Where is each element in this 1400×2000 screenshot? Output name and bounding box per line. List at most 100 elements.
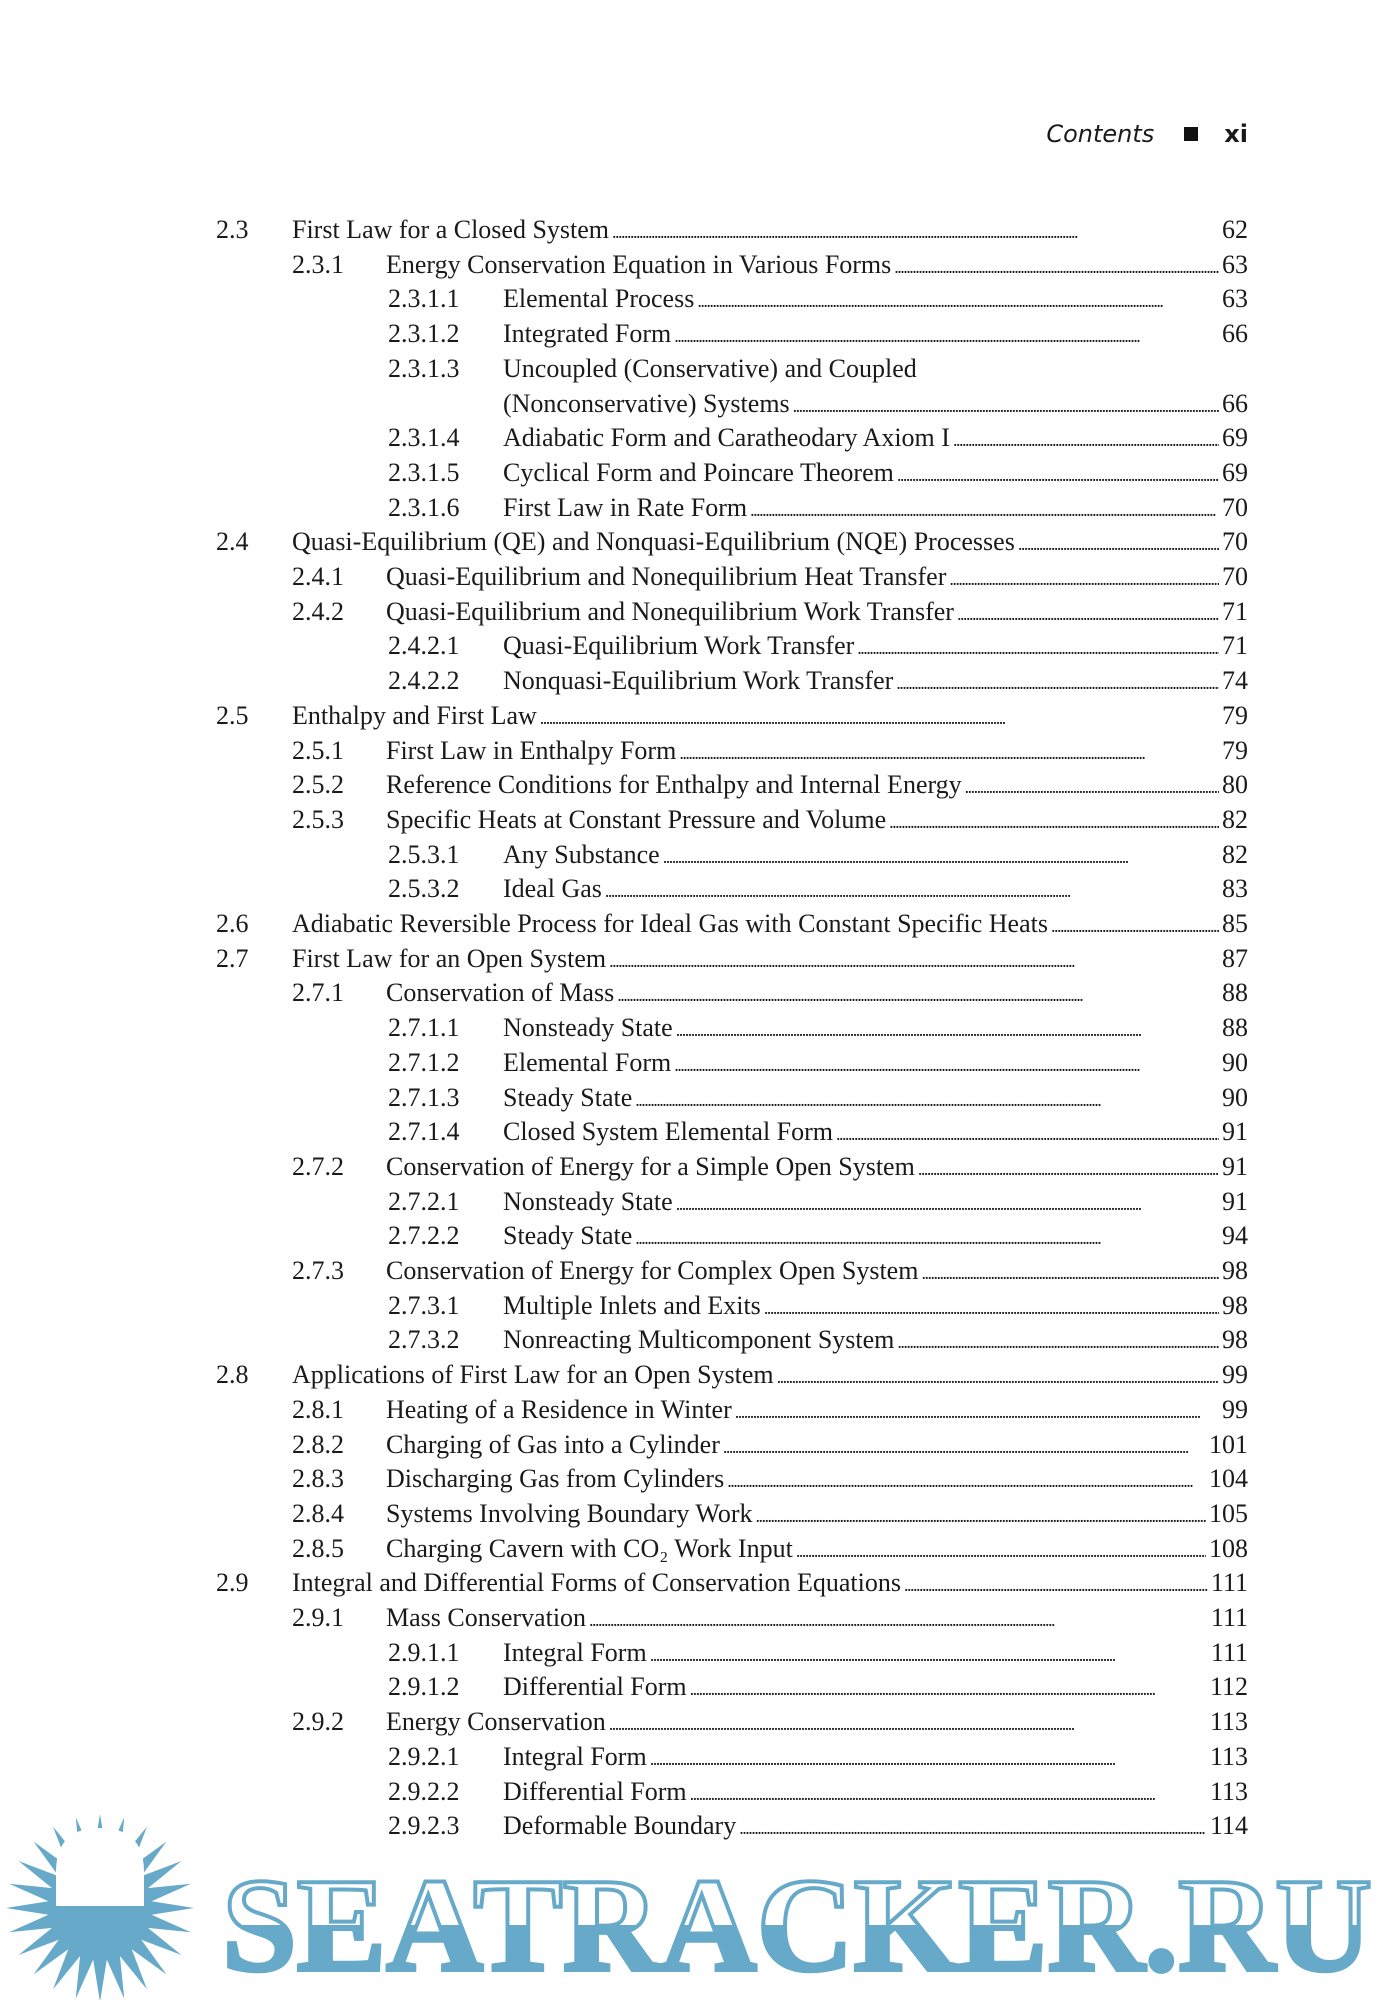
toc-entry[interactable]: 2.7.2.1 Nonsteady State 91 xyxy=(388,1185,1248,1219)
toc-entry-number: 2.7.2.1 xyxy=(388,1186,460,1216)
dot-leader xyxy=(679,734,1219,768)
toc-entry-page: 111 xyxy=(1210,1568,1248,1598)
toc-entry[interactable]: 2.7.1.2 Elemental Form 90 xyxy=(388,1046,1248,1080)
dot-leader xyxy=(727,1462,1206,1496)
toc-entry-title: First Law in Rate Form xyxy=(503,492,748,522)
toc-entry[interactable]: 2.5.2 Reference Conditions for Enthalpy a… xyxy=(292,768,1248,802)
toc-entry[interactable]: 2.3.1.1 Elemental Process 63 xyxy=(388,282,1248,316)
toc-entry[interactable]: 2.9.1.2 Differential Form 112 xyxy=(388,1670,1248,1704)
toc-entry-title: Conservation of Mass xyxy=(386,978,615,1008)
toc-entry-number: 2.8 xyxy=(216,1360,249,1390)
dot-leader xyxy=(796,1532,1206,1566)
toc-entry[interactable]: 2.3.1.3 Uncoupled (Conservative) and Coup… xyxy=(388,352,917,386)
toc-entry[interactable]: 2.7.3 Conservation of Energy for Complex … xyxy=(292,1254,1248,1288)
toc-entry-number: 2.7.1.2 xyxy=(388,1047,460,1077)
toc-entry[interactable]: 2.8.5 Charging Cavern with CO₂ Work Input… xyxy=(292,1532,1248,1566)
toc-entry-page: 70 xyxy=(1222,562,1248,591)
toc-entry-number: 2.5.2 xyxy=(292,770,344,800)
watermark-logo: SEATRACKER.RU xyxy=(6,1814,1374,2000)
dot-leader xyxy=(676,1185,1219,1219)
toc-entry-title: Nonreacting Multicomponent System xyxy=(503,1325,895,1355)
dot-leader xyxy=(777,1358,1219,1392)
toc-entry[interactable]: 2.9.1 Mass Conservation 111 xyxy=(292,1601,1248,1635)
toc-entry[interactable]: 2.9.2 Energy Conservation 113 xyxy=(292,1705,1248,1739)
toc-entry[interactable]: 2.8 Applications of First Law for an Open… xyxy=(216,1358,1248,1392)
toc-entry-number: 2.5.1 xyxy=(292,735,344,765)
toc-entry[interactable]: 2.4.1 Quasi-Equilibrium and Nonequilibriu… xyxy=(292,560,1248,594)
toc-entry-number: 2.9.1.2 xyxy=(388,1672,460,1702)
toc-entry[interactable]: (Nonconservative) Systems 66 xyxy=(503,387,1248,421)
toc-entry[interactable]: 2.4 Quasi-Equilibrium (QE) and Nonquasi-E… xyxy=(216,525,1248,559)
dot-leader xyxy=(836,1115,1219,1149)
toc-entry[interactable]: 2.8.2 Charging of Gas into a Cylinder 101 xyxy=(292,1428,1248,1462)
toc-entry[interactable]: 2.5.1 First Law in Enthalpy Form 79 xyxy=(292,734,1248,768)
toc-entry-number: 2.7.1.3 xyxy=(388,1082,460,1112)
toc-entry[interactable]: 2.7 First Law for an Open System 87 xyxy=(216,942,1248,976)
toc-entry[interactable]: 2.5 Enthalpy and First Law 79 xyxy=(216,699,1248,733)
toc-entry-number: 2.4.1 xyxy=(292,562,344,591)
toc-entry-number: 2.4 xyxy=(216,527,249,557)
toc-entry-number: 2.5 xyxy=(216,700,249,730)
toc-entry[interactable]: 2.3 First Law for a Closed System 62 xyxy=(216,213,1248,247)
toc-entry-title: Applications of First Law for an Open Sy… xyxy=(292,1360,774,1390)
dot-leader xyxy=(690,1670,1207,1704)
toc-entry-title: Systems Involving Boundary Work xyxy=(386,1498,753,1528)
toc-entry[interactable]: 2.5.3.1 Any Substance 82 xyxy=(388,838,1248,872)
toc-entry-page: 82 xyxy=(1222,839,1248,869)
toc-entry-number: 2.9.2 xyxy=(292,1707,344,1737)
toc-entry[interactable]: 2.3.1.5 Cyclical Form and Poincare Theore… xyxy=(388,456,1248,490)
toc-entry[interactable]: 2.7.1 Conservation of Mass 88 xyxy=(292,976,1248,1010)
toc-entry[interactable]: 2.7.2.2 Steady State 94 xyxy=(388,1219,1248,1253)
toc-entry-number: 2.7.3.1 xyxy=(388,1290,460,1320)
toc-entry-title: Quasi-Equilibrium and Nonequilibrium Hea… xyxy=(386,562,947,591)
toc-entry[interactable]: 2.7.3.2 Nonreacting Multicomponent System… xyxy=(388,1323,1248,1357)
toc-entry-page: 90 xyxy=(1222,1047,1248,1077)
toc-entry[interactable]: 2.4.2.2 Nonquasi-Equilibrium Work Transfe… xyxy=(388,664,1248,698)
dot-leader xyxy=(674,1046,1219,1080)
toc-entry[interactable]: 2.5.3.2 Ideal Gas 83 xyxy=(388,872,1248,906)
toc-entry[interactable]: 2.3.1.6 First Law in Rate Form 70 xyxy=(388,491,1248,525)
toc-entry[interactable]: 2.3.1 Energy Conservation Equation in Var… xyxy=(292,248,1248,282)
dot-leader xyxy=(897,456,1219,490)
toc-entry[interactable]: 2.3.1.2 Integrated Form 66 xyxy=(388,317,1248,351)
toc-entry-page: 83 xyxy=(1222,874,1248,904)
toc-entry[interactable]: 2.7.3.1 Multiple Inlets and Exits 98 xyxy=(388,1289,1248,1323)
toc-entry[interactable]: 2.9.1.1 Integral Form 111 xyxy=(388,1636,1248,1670)
toc-entry-page: 108 xyxy=(1209,1533,1248,1563)
toc-entry[interactable]: 2.9.2.2 Differential Form 113 xyxy=(388,1775,1248,1809)
toc-entry-page: 91 xyxy=(1222,1117,1248,1147)
toc-entry[interactable]: 2.7.1.3 Steady State 90 xyxy=(388,1081,1248,1115)
toc-entry-page: 111 xyxy=(1210,1637,1248,1667)
dot-leader xyxy=(918,1150,1219,1184)
toc-entry[interactable]: 2.7.1.1 Nonsteady State 88 xyxy=(388,1011,1248,1045)
toc-entry[interactable]: 2.5.3 Specific Heats at Constant Pressure… xyxy=(292,803,1248,837)
toc-entry-page: 113 xyxy=(1209,1741,1248,1771)
toc-entry-title: Any Substance xyxy=(503,839,660,869)
toc-entry-title: Reference Conditions for Enthalpy and In… xyxy=(386,770,962,800)
toc-entry[interactable]: 2.7.2 Conservation of Energy for a Simple… xyxy=(292,1150,1248,1184)
toc-entry[interactable]: 2.9.2.1 Integral Form 113 xyxy=(388,1740,1248,1774)
toc-entry-number: 2.7.2 xyxy=(292,1151,344,1181)
toc-entry[interactable]: 2.7.1.4 Closed System Elemental Form 91 xyxy=(388,1115,1248,1149)
toc-entry[interactable]: 2.6 Adiabatic Reversible Process for Idea… xyxy=(216,907,1248,941)
dot-leader xyxy=(605,872,1219,906)
toc-entry[interactable]: 2.9 Integral and Differential Forms of Co… xyxy=(216,1566,1248,1600)
toc-entry-page: 113 xyxy=(1209,1776,1248,1806)
toc-entry[interactable]: 2.8.4 Systems Involving Boundary Work 105 xyxy=(292,1497,1248,1531)
toc-entry-page: 98 xyxy=(1222,1290,1248,1320)
toc-entry-number: 2.5.3.1 xyxy=(388,839,460,869)
page-number: xi xyxy=(1224,120,1248,148)
toc-entry-title: First Law for a Closed System xyxy=(292,215,610,244)
toc-entry[interactable]: 2.9.2.3 Deformable Boundary 114 xyxy=(388,1809,1248,1843)
toc-entry-page: 98 xyxy=(1222,1256,1248,1285)
toc-entry[interactable]: 2.3.1.4 Adiabatic Form and Caratheodary A… xyxy=(388,421,1248,455)
toc-entry[interactable]: 2.8.3 Discharging Gas from Cylinders 104 xyxy=(292,1462,1248,1496)
square-bullet-icon xyxy=(1184,127,1199,141)
dot-leader xyxy=(690,1775,1207,1809)
toc-entry[interactable]: 2.4.2.1 Quasi-Equilibrium Work Transfer 71 xyxy=(388,629,1248,663)
toc-entry-title: Ideal Gas xyxy=(503,874,602,904)
toc-entry[interactable]: 2.8.1 Heating of a Residence in Winter 99 xyxy=(292,1393,1248,1427)
toc-entry[interactable]: 2.4.2 Quasi-Equilibrium and Nonequilibriu… xyxy=(292,595,1248,629)
dot-leader xyxy=(857,629,1219,663)
toc-entry-title: Integral Form xyxy=(503,1637,647,1667)
